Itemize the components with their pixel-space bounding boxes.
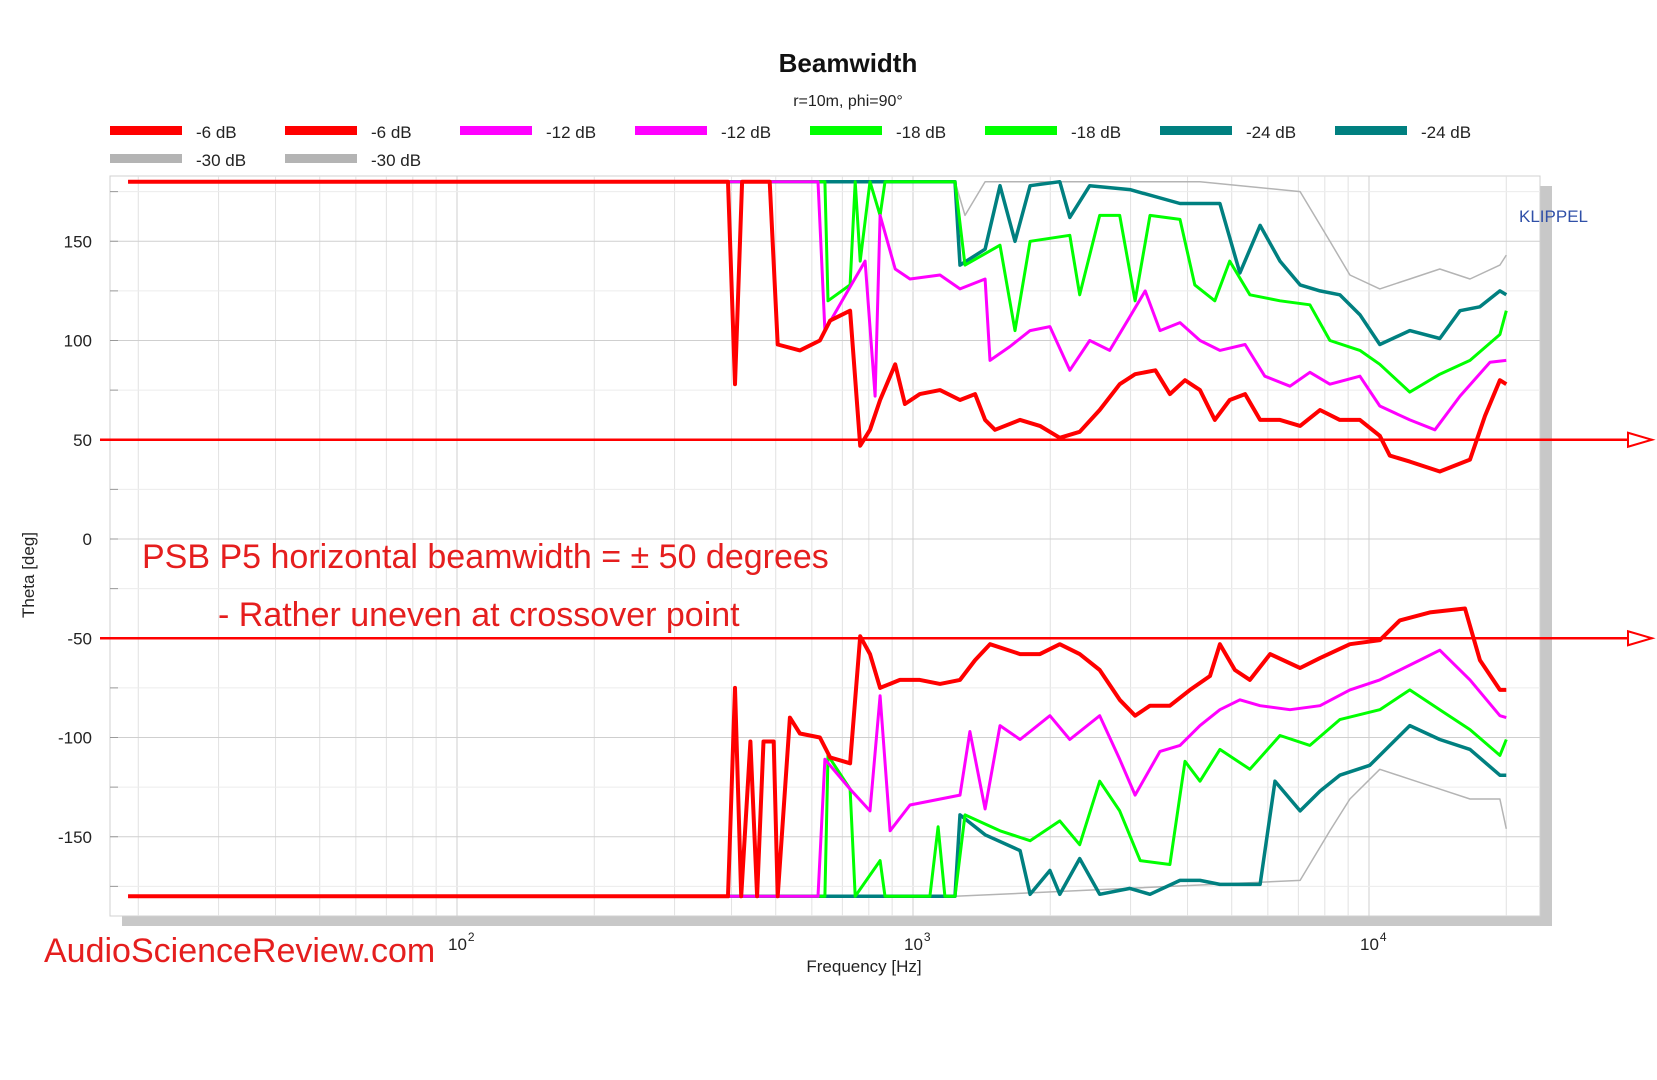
chart-subtitle: r=10m, phi=90°: [793, 93, 903, 110]
reference-lines: [100, 431, 1656, 647]
annotation-line-1: PSB P5 horizontal beamwidth = ± 50 degre…: [142, 538, 829, 576]
legend: -6 dB -6 dB -12 dB -12 dB -18 dB -18 dB -24 dB…: [110, 123, 1471, 170]
y-tick-label: 150: [64, 232, 92, 251]
series-group: [128, 179, 1508, 899]
y-tick-label: 0: [83, 530, 92, 549]
x-tick-exponent: 4: [1380, 930, 1387, 944]
series-line-minus30dB-lower: [128, 768, 1508, 898]
x-tick-base: 10: [1360, 935, 1379, 954]
legend-label: -6 dB: [371, 123, 412, 142]
legend-swatch: [810, 126, 882, 135]
legend-swatch: [985, 126, 1057, 135]
series-line-minus24dB-lower: [128, 723, 1507, 899]
legend-label: -12 dB: [546, 123, 596, 142]
legend-label: -24 dB: [1246, 123, 1296, 142]
reference-arrow: [1627, 629, 1656, 647]
chart-title: Beamwidth: [779, 48, 918, 78]
x-axis-label: Frequency [Hz]: [806, 957, 921, 976]
legend-swatch: [460, 126, 532, 135]
legend-item[interactable]: -12 dB: [635, 123, 771, 142]
klippel-brand: KLIPPEL: [1519, 207, 1588, 226]
legend-swatch: [1160, 126, 1232, 135]
y-tick-label: 50: [73, 431, 92, 450]
legend-item[interactable]: -30 dB: [285, 151, 421, 170]
watermark: AudioScienceReview.com: [44, 932, 435, 970]
legend-item[interactable]: -12 dB: [460, 123, 596, 142]
y-tick-label: -50: [67, 629, 92, 648]
legend-label: -30 dB: [371, 151, 421, 170]
x-tick-base: 10: [904, 935, 923, 954]
legend-label: -18 dB: [896, 123, 946, 142]
reference-arrow: [1627, 431, 1656, 449]
series-line-minus12dB-upper: [128, 180, 1507, 432]
legend-item[interactable]: -6 dB: [285, 123, 412, 142]
y-axis-label: Theta [deg]: [19, 532, 38, 618]
legend-item[interactable]: -6 dB: [110, 123, 237, 142]
series-line-minus12dB-lower: [128, 648, 1507, 898]
x-tick-exponent: 2: [468, 930, 475, 944]
series-line-minus24dB-upper: [128, 179, 1508, 347]
legend-swatch: [110, 126, 182, 135]
legend-label: -12 dB: [721, 123, 771, 142]
legend-label: -6 dB: [196, 123, 237, 142]
series-line-minus30dB-upper: [128, 180, 1507, 290]
series-line-minus6dB-lower: [128, 606, 1507, 899]
series-line-minus6dB-upper: [128, 179, 1508, 474]
legend-item[interactable]: -30 dB: [110, 151, 246, 170]
legend-label: -24 dB: [1421, 123, 1471, 142]
legend-swatch: [285, 126, 357, 135]
series-line-minus18dB-upper: [128, 180, 1508, 394]
legend-item[interactable]: -24 dB: [1160, 123, 1296, 142]
legend-swatch: [1335, 126, 1407, 135]
legend-item[interactable]: -24 dB: [1335, 123, 1471, 142]
x-tick-base: 10: [448, 935, 467, 954]
legend-label: -18 dB: [1071, 123, 1121, 142]
plot-frame: [109, 175, 1541, 917]
y-tick-label: -100: [58, 729, 92, 748]
legend-swatch: [285, 154, 357, 163]
legend-item[interactable]: -18 dB: [810, 123, 946, 142]
y-tick-label: -150: [58, 828, 92, 847]
legend-label: -30 dB: [196, 151, 246, 170]
legend-item[interactable]: -18 dB: [985, 123, 1121, 142]
annotation-line-2: - Rather uneven at crossover point: [218, 596, 740, 634]
legend-swatch: [110, 154, 182, 163]
x-tick-exponent: 3: [924, 930, 931, 944]
legend-swatch: [635, 126, 707, 135]
y-tick-label: 100: [64, 332, 92, 351]
series-line-minus18dB-lower: [128, 688, 1508, 898]
